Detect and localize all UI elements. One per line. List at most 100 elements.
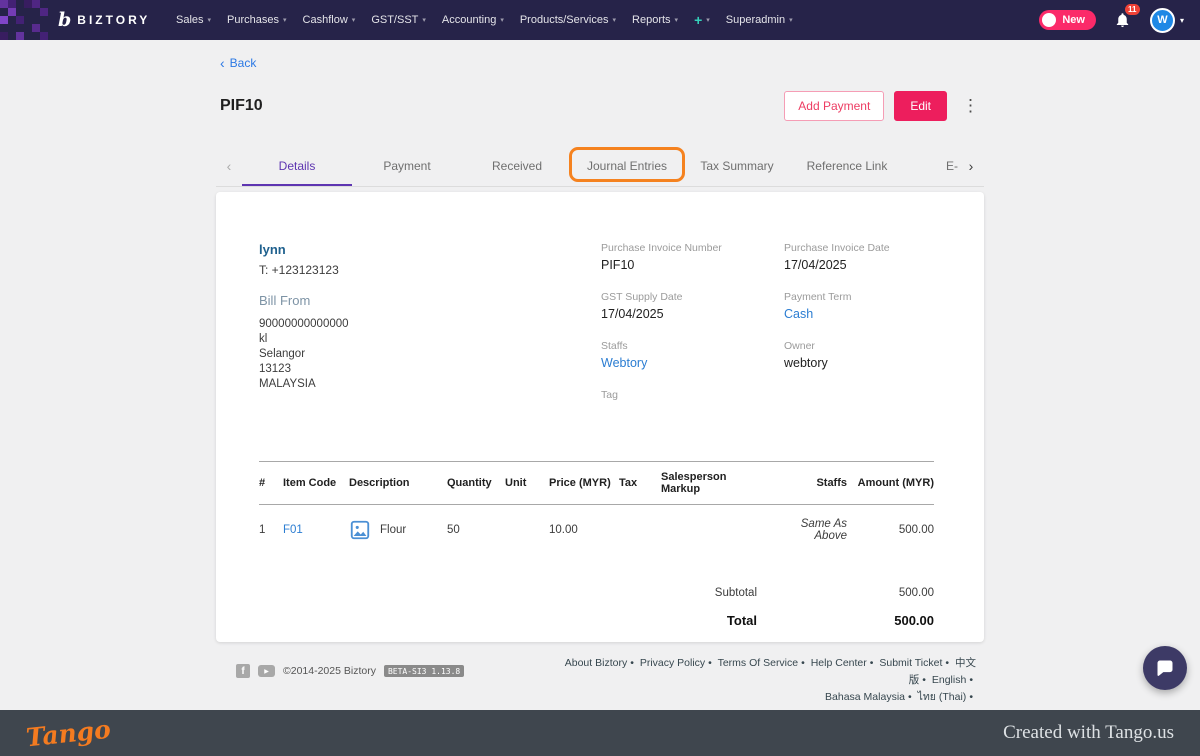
cell-tax: [619, 505, 661, 549]
caret-down-icon: ▾: [1179, 15, 1184, 25]
youtube-icon[interactable]: ▶: [258, 665, 275, 677]
subtotal-value: 500.00: [898, 587, 934, 599]
nav-menu-sales[interactable]: Sales ▾: [168, 0, 219, 40]
field-purchase-invoice-date: Purchase Invoice Date 17/04/2025: [784, 242, 934, 272]
col-header-description: Description: [349, 461, 447, 505]
back-button[interactable]: ‹ Back: [220, 56, 256, 70]
tab-received[interactable]: Received: [491, 158, 543, 173]
more-options-icon[interactable]: ⋮: [962, 96, 979, 115]
table-header-row: # Item Code Description Quantity Unit Pr…: [259, 461, 934, 505]
nav-menu-quick-add[interactable]: + ▾: [686, 0, 718, 40]
footer-link-privacy[interactable]: Privacy Policy: [639, 657, 706, 669]
field-value: 17/04/2025: [601, 307, 664, 321]
item-image-icon[interactable]: [349, 519, 371, 541]
tab-reference-link[interactable]: Reference Link: [806, 158, 888, 173]
cell-unit: [505, 505, 549, 549]
nav-menu-purchases[interactable]: Purchases ▾: [219, 0, 295, 40]
brand-name: BIZTORY: [77, 13, 151, 27]
tango-watermark-bar: Tango Created with Tango.us: [0, 710, 1200, 756]
tab-journal-entries[interactable]: Journal Entries: [569, 145, 685, 186]
notifications-button[interactable]: 11: [1114, 4, 1140, 29]
cell-quantity: 50: [447, 524, 460, 536]
nav-menu-accounting[interactable]: Accounting ▾: [434, 0, 512, 40]
field-value: webtory: [784, 356, 828, 370]
invoice-tabs: ‹ Details Payment Received Journal Entri…: [216, 145, 984, 187]
footer-link-thai[interactable]: ไทย (Thai): [917, 691, 967, 703]
field-tag: Tag: [601, 389, 784, 419]
field-label: Tag: [601, 389, 618, 401]
address-line: MALAYSIA: [259, 378, 316, 390]
col-header-quantity: Quantity: [447, 461, 505, 505]
tab-details[interactable]: Details: [242, 145, 352, 186]
caret-down-icon: ▾: [789, 17, 793, 24]
nav-menu-label: Products/Services: [519, 14, 609, 26]
field-label: Purchase Invoice Date: [784, 242, 890, 254]
caret-down-icon: ▾: [500, 17, 504, 24]
item-code-link[interactable]: F01: [283, 524, 303, 536]
separator: •: [630, 657, 634, 669]
add-payment-button[interactable]: Add Payment: [784, 91, 885, 121]
toggle-knob: [1042, 13, 1057, 27]
payment-term-link[interactable]: Cash: [784, 307, 814, 321]
footer-link-bahasa[interactable]: Bahasa Malaysia: [825, 691, 905, 703]
nav-menu-products-services[interactable]: Products/Services ▾: [512, 0, 624, 40]
caret-down-icon: ▾: [207, 17, 212, 24]
page-actions: Add Payment Edit ⋮: [784, 91, 984, 121]
nav-menu-superadmin[interactable]: Superadmin ▾: [718, 0, 801, 40]
footer-link-terms[interactable]: Terms Of Service: [717, 657, 799, 669]
cell-amount: 500.00: [898, 524, 934, 536]
edit-button[interactable]: Edit: [894, 91, 947, 121]
staffs-link[interactable]: Webtory: [601, 356, 648, 370]
caret-down-icon: ▾: [283, 17, 287, 24]
nav-menu-reports[interactable]: Reports ▾: [624, 0, 686, 40]
address-line: 90000000000000: [259, 318, 349, 330]
col-header-tax: Tax: [619, 461, 661, 505]
subtotal-label: Subtotal: [714, 587, 757, 599]
field-owner: Owner webtory: [784, 340, 934, 370]
cell-salesperson-markup: [661, 505, 767, 549]
tabs-scroll-left-icon[interactable]: ‹: [226, 157, 232, 174]
vendor-name-link[interactable]: lynn: [259, 242, 286, 257]
back-label: Back: [229, 56, 257, 70]
chat-bubble-icon: [1157, 660, 1173, 676]
live-chat-button[interactable]: [1143, 646, 1187, 690]
footer-link-chinese[interactable]: 中文版: [908, 657, 976, 686]
nav-menu-label: Cashflow: [302, 14, 348, 26]
new-feature-toggle[interactable]: New: [1039, 10, 1096, 30]
navbar-right: New 11 W ▾: [1039, 4, 1200, 33]
col-header-item-code: Item Code: [283, 461, 349, 505]
col-header-staffs: Staffs: [767, 461, 847, 505]
field-staffs: Staffs Webtory: [601, 340, 784, 370]
tab-payment[interactable]: Payment: [383, 158, 431, 173]
back-chevron-icon: ‹: [220, 55, 225, 71]
user-menu[interactable]: W ▾: [1149, 7, 1184, 33]
version-badge: BETA-SI3 1.13.8: [383, 665, 465, 677]
nav-menu-gst-sst[interactable]: GST/SST ▾: [363, 0, 434, 40]
separator: •: [908, 691, 912, 703]
separator: •: [922, 674, 926, 686]
cell-price: 10.00: [549, 524, 578, 536]
caret-down-icon: ▾: [612, 17, 617, 24]
footer-link-english[interactable]: English: [931, 674, 967, 686]
bell-icon: [1116, 13, 1129, 28]
nav-menu-label: Accounting: [441, 14, 497, 26]
footer-link-help-center[interactable]: Help Center: [810, 657, 867, 669]
caret-down-icon: ▾: [706, 17, 710, 24]
line-items-table: # Item Code Description Quantity Unit Pr…: [259, 461, 934, 548]
vendor-block: lynn T: +123123123 Bill From 90000000000…: [259, 242, 601, 419]
tango-created-text: Created with Tango.us: [1003, 722, 1174, 743]
tab-tax-summary[interactable]: Tax Summary: [700, 158, 774, 173]
logo-mosaic-pattern: [0, 0, 8, 8]
tabs-scroll-right-icon[interactable]: ›: [958, 145, 984, 186]
caret-down-icon: ▾: [422, 17, 426, 24]
caret-down-icon: ▾: [351, 17, 356, 24]
footer-link-about[interactable]: About Biztory: [564, 657, 628, 669]
field-payment-term: Payment Term Cash: [784, 291, 934, 321]
footer-link-submit-ticket[interactable]: Submit Ticket: [879, 657, 943, 669]
nav-menu-cashflow[interactable]: Cashflow ▾: [295, 0, 364, 40]
biztory-logo[interactable]: b BIZTORY: [0, 0, 160, 40]
separator: •: [969, 691, 973, 703]
item-description: Flour: [380, 524, 407, 536]
facebook-icon[interactable]: f: [236, 664, 250, 678]
